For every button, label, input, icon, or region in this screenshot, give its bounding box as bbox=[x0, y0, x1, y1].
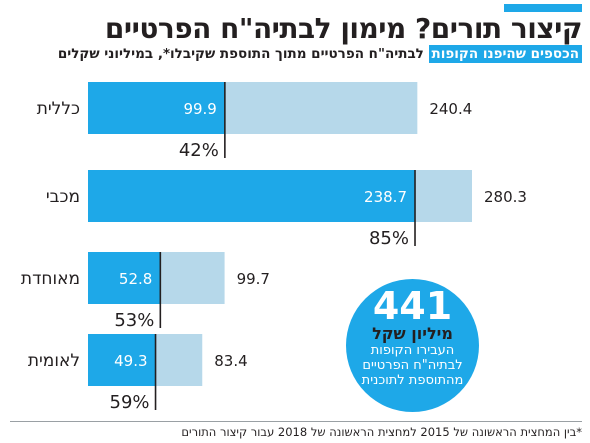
total-callout: 441 מיליון שקל העבירו הקופות לבתיה"ח הפר… bbox=[346, 279, 479, 412]
callout-text: העבירו הקופות לבתיה"ח הפרטיים מהתוספת לת… bbox=[361, 343, 464, 388]
total-value-label: 240.4 bbox=[429, 100, 472, 118]
private-value-label: 49.3 bbox=[114, 352, 147, 370]
percent-label: 42% bbox=[179, 140, 219, 161]
percent-label: 85% bbox=[369, 228, 409, 249]
header-accent-bar bbox=[504, 4, 582, 12]
private-value-label: 238.7 bbox=[364, 188, 407, 206]
percent-label: 53% bbox=[114, 310, 154, 331]
private-bar bbox=[88, 334, 156, 386]
subtitle-bold: התוספת שקיבלו* bbox=[162, 46, 271, 62]
callout-unit: מיליון שקל bbox=[372, 324, 453, 343]
private-bar bbox=[88, 82, 225, 134]
private-bar bbox=[88, 252, 161, 304]
percent-label: 59% bbox=[110, 392, 150, 413]
subtitle-middle: לבתיה"ח הפרטיים מתוך bbox=[270, 46, 429, 62]
category-label: לאומית bbox=[28, 351, 80, 371]
total-value-label: 83.4 bbox=[214, 352, 247, 370]
category-label: כללית bbox=[37, 99, 80, 119]
footnote-divider bbox=[10, 421, 582, 422]
chart-title: קיצור תורים? מימון לבתיה"ח הפרטיים bbox=[104, 12, 583, 45]
category-label: מאוחדת bbox=[21, 269, 80, 289]
private-value-label: 99.9 bbox=[183, 100, 216, 118]
total-value-label: 99.7 bbox=[237, 270, 270, 288]
private-value-label: 52.8 bbox=[119, 270, 152, 288]
category-label: מכבי bbox=[46, 187, 80, 207]
footnote: *בין המחצית הראשונה של 2015 למחצית הראשו… bbox=[181, 425, 582, 439]
callout-number: 441 bbox=[372, 284, 453, 328]
chart-subtitle: הכספים שהיפנו הקופות לבתיה"ח הפרטיים מתו… bbox=[58, 44, 582, 64]
subtitle-end: , במיליוני שקלים bbox=[57, 46, 163, 62]
subtitle-highlight: הכספים שהיפנו הקופות bbox=[428, 45, 582, 63]
total-value-label: 280.3 bbox=[484, 188, 527, 206]
private-bar bbox=[88, 170, 416, 222]
